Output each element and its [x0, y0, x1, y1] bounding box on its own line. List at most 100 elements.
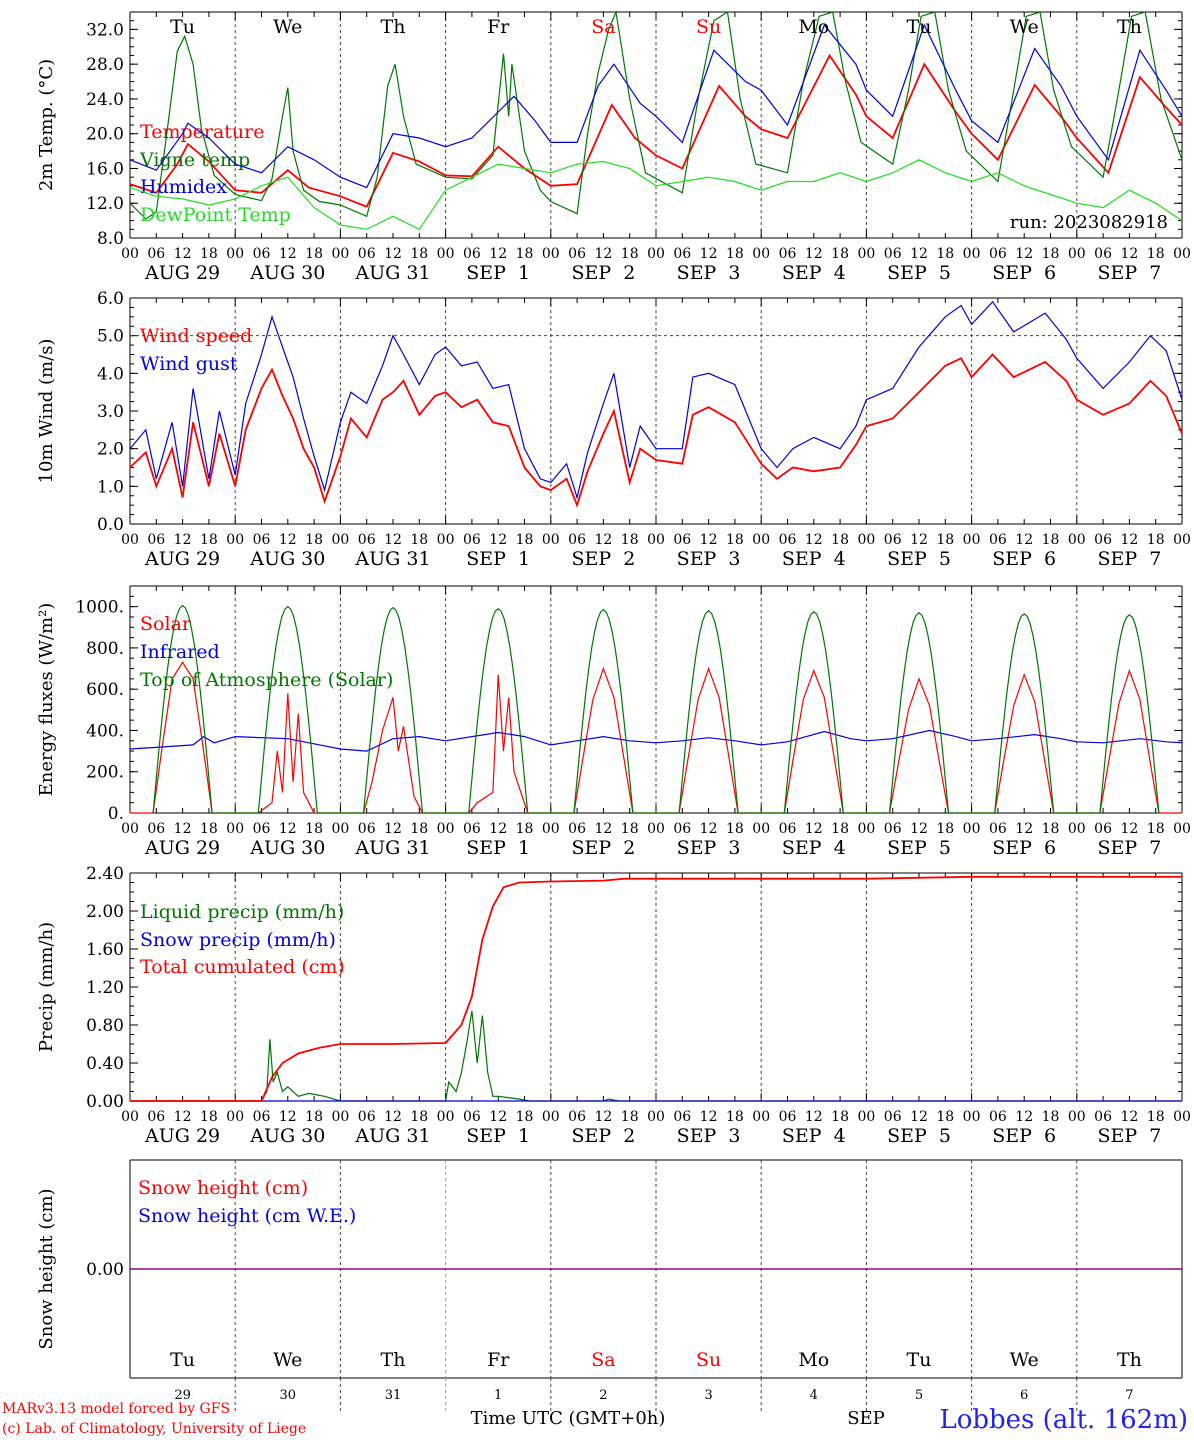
date-label: SEP 2	[571, 262, 635, 284]
hour-tick-label: 18	[410, 821, 428, 837]
hour-tick-label: 18	[726, 821, 744, 837]
hour-tick-label: 00	[857, 1109, 875, 1125]
y-tick-label: 1.0	[97, 477, 124, 497]
date-label: SEP 4	[782, 1125, 846, 1147]
y-axis-label: Precip (mm/h)	[36, 922, 57, 1052]
day-name-bottom: Su	[696, 1349, 721, 1371]
y-axis-label: Snow height (cm)	[36, 1188, 57, 1349]
y-tick-label: 3.0	[97, 402, 124, 422]
hour-tick-label: 06	[147, 1109, 165, 1125]
date-label: SEP 6	[992, 262, 1056, 284]
hour-tick-label: 12	[174, 821, 192, 837]
date-label: SEP 4	[782, 548, 846, 570]
hour-tick-label: 00	[226, 1109, 244, 1125]
hour-tick-label: 18	[410, 246, 428, 262]
y-tick-label: 1.60	[86, 940, 124, 960]
hour-tick-label: 12	[279, 532, 297, 548]
hour-tick-label: 18	[936, 532, 954, 548]
hour-tick-label: 06	[779, 821, 797, 837]
y-tick-label: 200.	[86, 763, 124, 783]
hour-tick-label: 00	[1068, 821, 1086, 837]
hour-tick-label: 12	[384, 246, 402, 262]
hour-tick-label: 00	[752, 246, 770, 262]
hour-tick-label: 00	[1173, 532, 1191, 548]
hour-tick-label: 12	[594, 1109, 612, 1125]
date-label: SEP 1	[466, 1125, 530, 1147]
date-label: AUG 30	[249, 837, 325, 859]
hour-tick-label: 18	[1042, 246, 1060, 262]
hour-tick-label: 18	[305, 532, 323, 548]
panel-3: 0. 200. 400. 600. 800. 1000. Energy fluxes (W/…	[36, 585, 1191, 859]
hour-tick-label: 18	[726, 1109, 744, 1125]
day-name-top: Tu	[907, 16, 932, 38]
y-axis-label: Energy fluxes (W/m²)	[36, 603, 57, 797]
hour-tick-label: 18	[831, 532, 849, 548]
day-number: 7	[1125, 1388, 1133, 1403]
hour-tick-label: 00	[1068, 1109, 1086, 1125]
day-number: 31	[385, 1388, 402, 1403]
hour-tick-label: 06	[989, 821, 1007, 837]
hour-tick-label: 18	[200, 1109, 218, 1125]
date-label: SEP 6	[992, 548, 1056, 570]
panel-5: 0.00 Snow height (cm) Snow height (cm) Snow…	[36, 1159, 1183, 1379]
date-label: AUG 29	[144, 837, 220, 859]
hour-tick-label: 06	[358, 821, 376, 837]
hour-tick-label: 18	[516, 532, 534, 548]
hour-tick-label: 06	[673, 532, 691, 548]
hour-tick-label: 12	[384, 532, 402, 548]
month-label: SEP	[847, 1408, 885, 1429]
date-label: AUG 31	[354, 262, 430, 284]
day-number: 1	[494, 1388, 502, 1403]
hour-tick-label: 18	[516, 246, 534, 262]
hour-tick-label: 06	[147, 246, 165, 262]
hour-tick-label: 18	[831, 1109, 849, 1125]
legend-entry: Liquid precip (mm/h)	[140, 901, 344, 923]
hour-tick-label: 12	[805, 821, 823, 837]
y-tick-label: 8.0	[97, 229, 124, 249]
hour-tick-label: 06	[147, 532, 165, 548]
y-tick-label: 2.0	[97, 440, 124, 460]
y-tick-label: 1.20	[86, 978, 124, 998]
hour-tick-label: 12	[174, 1109, 192, 1125]
hour-tick-label: 12	[594, 821, 612, 837]
hour-tick-label: 00	[752, 821, 770, 837]
hour-tick-label: 12	[700, 821, 718, 837]
hour-tick-label: 12	[279, 246, 297, 262]
hour-tick-label: 06	[779, 1109, 797, 1125]
date-label: AUG 31	[354, 837, 430, 859]
date-label: SEP 7	[1097, 262, 1161, 284]
hour-tick-label: 18	[200, 821, 218, 837]
hour-tick-label: 00	[542, 246, 560, 262]
hour-tick-label: 00	[1173, 821, 1191, 837]
day-name-bottom: Tu	[907, 1349, 932, 1371]
hour-tick-label: 18	[516, 821, 534, 837]
hour-tick-label: 00	[963, 532, 981, 548]
hour-tick-label: 18	[936, 821, 954, 837]
hour-tick-label: 12	[910, 532, 928, 548]
hour-tick-label: 18	[1147, 1109, 1165, 1125]
day-name-top: We	[1010, 16, 1039, 38]
hour-tick-label: 12	[805, 532, 823, 548]
hour-tick-label: 06	[568, 246, 586, 262]
hour-tick-label: 06	[989, 1109, 1007, 1125]
hour-tick-label: 12	[174, 246, 192, 262]
series-line-1	[130, 1010, 1182, 1102]
series-line-3	[129, 23, 1183, 189]
hour-tick-label: 06	[779, 246, 797, 262]
hour-tick-label: 00	[121, 1109, 139, 1125]
hour-tick-label: 12	[1120, 246, 1138, 262]
hour-tick-label: 06	[673, 246, 691, 262]
hour-tick-label: 06	[884, 821, 902, 837]
hour-tick-label: 00	[752, 1109, 770, 1125]
hour-tick-label: 00	[963, 1109, 981, 1125]
series-line-4	[129, 159, 1183, 231]
day-name-top: Tu	[170, 16, 195, 38]
hour-tick-label: 00	[1173, 1109, 1191, 1125]
hour-tick-label: 00	[437, 246, 455, 262]
y-tick-label: 0.80	[86, 1016, 124, 1036]
hour-tick-label: 00	[331, 1109, 349, 1125]
hour-tick-label: 00	[542, 532, 560, 548]
credit-line-1: MARv3.13 model forced by GFS	[2, 1401, 230, 1417]
hour-tick-label: 00	[226, 532, 244, 548]
hour-tick-label: 00	[963, 821, 981, 837]
